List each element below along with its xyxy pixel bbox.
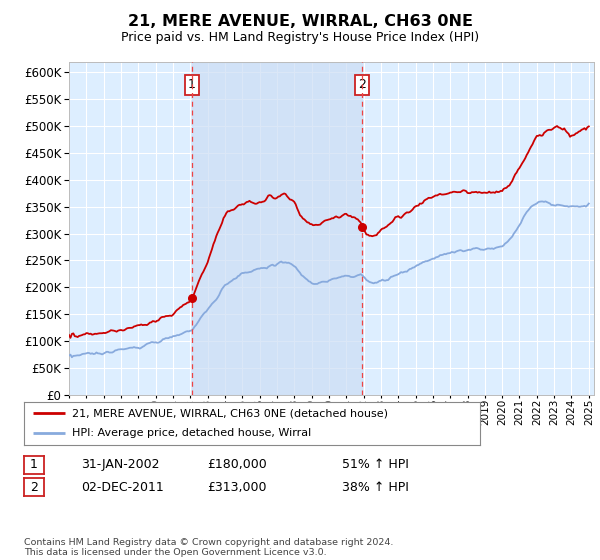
Text: 1: 1	[188, 78, 196, 91]
Text: Contains HM Land Registry data © Crown copyright and database right 2024.
This d: Contains HM Land Registry data © Crown c…	[24, 538, 394, 557]
Text: 2: 2	[358, 78, 366, 91]
Text: 51% ↑ HPI: 51% ↑ HPI	[342, 458, 409, 472]
Text: HPI: Average price, detached house, Wirral: HPI: Average price, detached house, Wirr…	[72, 428, 311, 438]
Text: 21, MERE AVENUE, WIRRAL, CH63 0NE: 21, MERE AVENUE, WIRRAL, CH63 0NE	[128, 14, 473, 29]
Text: £313,000: £313,000	[207, 480, 266, 494]
Text: 02-DEC-2011: 02-DEC-2011	[81, 480, 164, 494]
Text: 2: 2	[30, 480, 38, 494]
Text: 31-JAN-2002: 31-JAN-2002	[81, 458, 160, 472]
Text: Price paid vs. HM Land Registry's House Price Index (HPI): Price paid vs. HM Land Registry's House …	[121, 31, 479, 44]
Text: 21, MERE AVENUE, WIRRAL, CH63 0NE (detached house): 21, MERE AVENUE, WIRRAL, CH63 0NE (detac…	[72, 408, 388, 418]
Text: £180,000: £180,000	[207, 458, 267, 472]
Text: 1: 1	[30, 458, 38, 472]
Text: 38% ↑ HPI: 38% ↑ HPI	[342, 480, 409, 494]
Bar	[192, 62, 362, 395]
